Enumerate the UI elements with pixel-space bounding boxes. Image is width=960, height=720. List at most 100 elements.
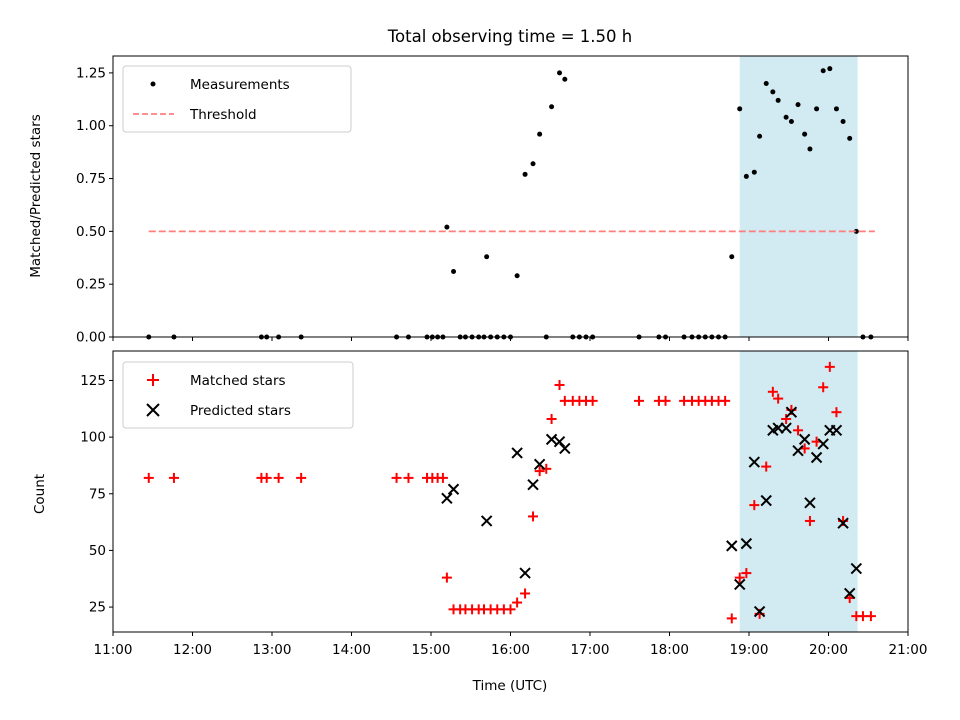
x-tick-label: 13:00	[253, 642, 292, 658]
y-tick-label: 0.75	[76, 171, 106, 187]
data-point	[441, 572, 452, 583]
data-point	[559, 442, 571, 455]
x-tick-label: 11:00	[94, 642, 133, 658]
data-point	[748, 456, 761, 468]
data-point	[795, 102, 801, 108]
data-point	[554, 379, 565, 390]
x-axis-label: Time (UTC)	[472, 678, 548, 694]
data-point	[553, 435, 566, 448]
y-tick-label: 0.00	[76, 330, 106, 346]
data-point	[168, 472, 179, 483]
data-point	[546, 413, 557, 424]
data-point	[798, 433, 811, 446]
x-tick-label: 14:00	[332, 642, 371, 658]
x-tick-label: 17:00	[571, 642, 610, 658]
marker-stroke	[837, 517, 849, 529]
data-point	[562, 76, 568, 82]
data-point	[775, 97, 781, 103]
x-tick-label: 18:00	[650, 642, 689, 658]
y-tick-label: 125	[80, 373, 106, 389]
data-point	[549, 104, 555, 110]
data-point	[734, 572, 745, 583]
marker-stroke	[511, 447, 523, 459]
data-point	[444, 224, 450, 230]
legend-matched-label: Matched stars	[190, 373, 286, 389]
data-point	[804, 497, 816, 509]
marker-stroke	[553, 435, 566, 448]
marker-stroke	[810, 451, 823, 464]
y-tick-label: 0.50	[76, 224, 106, 240]
data-point	[514, 273, 520, 279]
data-point	[780, 422, 792, 434]
data-point	[261, 472, 272, 483]
data-point	[437, 472, 448, 483]
chart-title: Total observing time = 1.50 h	[387, 27, 632, 46]
marker-stroke	[734, 578, 746, 591]
marker-stroke	[850, 562, 863, 575]
data-point	[760, 494, 772, 507]
data-point	[763, 80, 769, 86]
bottom-panel: 25 50 75 100 125 11:00 12:00 13:00 14:00 15:00 16:…	[80, 350, 927, 658]
data-point	[807, 146, 813, 152]
data-point	[827, 66, 833, 72]
data-point	[850, 562, 863, 575]
data-point	[143, 472, 154, 483]
data-point	[273, 472, 284, 483]
data-point	[749, 500, 760, 511]
marker-stroke	[798, 433, 811, 446]
data-point	[511, 447, 523, 459]
data-point	[810, 451, 823, 464]
y-tick-label: 1.00	[76, 118, 106, 134]
data-point	[512, 597, 523, 608]
data-point	[634, 395, 645, 406]
top-panel: 0.00 0.25 0.50 0.75 1.00 1.25	[76, 55, 909, 346]
marker-stroke	[447, 483, 460, 495]
data-point	[753, 605, 766, 618]
legend-bottom: Matched stars Predicted stars	[122, 361, 354, 429]
marker-stroke	[480, 515, 493, 527]
marker-stroke	[843, 587, 856, 600]
data-point	[660, 395, 671, 406]
data-point	[740, 537, 753, 550]
data-point	[751, 169, 757, 175]
data-point	[726, 540, 738, 552]
data-point	[783, 114, 789, 120]
data-point	[726, 613, 737, 624]
legend-top: Measurements Threshold	[122, 65, 352, 133]
data-point	[741, 568, 752, 579]
data-point	[837, 517, 849, 529]
data-point	[785, 406, 798, 418]
data-point	[729, 254, 735, 260]
data-point	[761, 461, 772, 472]
y-axis-label-top: Matched/Predicted stars	[28, 114, 44, 277]
marker-stroke	[753, 605, 766, 618]
data-point	[770, 89, 776, 95]
data-point	[792, 445, 804, 457]
data-point	[557, 70, 563, 76]
marker-stroke	[519, 567, 531, 579]
legend-matched-marker	[147, 374, 159, 386]
marker-stroke	[780, 422, 792, 434]
data-point	[781, 413, 792, 424]
data-point	[533, 458, 546, 471]
data-point	[773, 393, 784, 404]
marker-stroke	[726, 540, 738, 552]
data-point	[793, 425, 804, 436]
marker-stroke	[740, 537, 753, 550]
marker-stroke	[817, 438, 829, 450]
data-point	[545, 433, 558, 446]
legend-frame	[122, 65, 352, 133]
data-point	[767, 386, 778, 397]
marker-stroke	[830, 424, 843, 437]
y-tick-label: 25	[89, 600, 106, 616]
x-tick-label: 16:00	[491, 642, 530, 658]
x-tick-label: 20:00	[809, 642, 848, 658]
marker-stroke	[785, 406, 798, 418]
marker-stroke	[441, 492, 453, 505]
data-point	[505, 604, 516, 615]
x-tick-label: 12:00	[173, 642, 212, 658]
legend-predicted-marker	[146, 403, 160, 417]
data-point	[447, 483, 460, 495]
data-point	[833, 106, 839, 112]
y-axis-label-bottom: Count	[32, 474, 48, 514]
